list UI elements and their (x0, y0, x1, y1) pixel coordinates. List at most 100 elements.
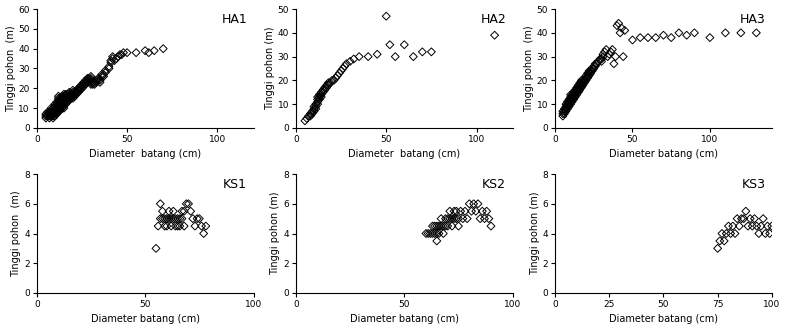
Point (61, 92, 74, 97)
X-axis label: Diameter  batang (cm): Diameter batang (cm) (89, 149, 201, 159)
Point (197, 231, 210, 236)
Point (558, 106, 571, 112)
Point (457, 216, 469, 221)
Point (714, 238, 726, 244)
Point (558, 109, 571, 114)
Point (106, 54, 119, 59)
Point (200, 223, 212, 229)
Point (54, 102, 67, 107)
Point (448, 216, 461, 221)
Point (60, 98, 72, 103)
Y-axis label: Tinggi pohon  (m): Tinggi pohon (m) (524, 25, 534, 112)
Point (566, 99, 578, 104)
Point (564, 99, 577, 104)
Point (563, 102, 575, 107)
Point (673, 30, 685, 35)
Point (729, 231, 741, 236)
Point (422, 231, 435, 236)
Point (442, 216, 454, 221)
Point (313, 92, 325, 97)
Point (46, 115, 59, 121)
Point (759, 231, 772, 236)
Point (105, 58, 117, 63)
Point (185, 209, 197, 214)
Point (158, 216, 171, 221)
Point (307, 106, 320, 112)
Point (306, 111, 318, 116)
Point (432, 223, 445, 229)
Point (688, 30, 700, 35)
Text: HA3: HA3 (740, 13, 766, 26)
Point (321, 85, 333, 90)
Point (315, 92, 328, 97)
Point (117, 50, 130, 55)
Point (163, 209, 175, 214)
Point (371, 51, 384, 57)
Point (157, 46, 170, 51)
Text: HA2: HA2 (480, 13, 506, 26)
Point (485, 223, 498, 229)
Point (416, 49, 428, 54)
Point (561, 102, 574, 107)
Point (586, 68, 598, 74)
Point (70, 88, 83, 93)
Point (167, 216, 180, 221)
Point (746, 223, 758, 229)
Point (331, 73, 343, 78)
Point (560, 109, 572, 114)
Point (442, 223, 454, 229)
Point (70, 92, 83, 97)
Point (439, 216, 452, 221)
Point (578, 78, 591, 83)
Point (763, 231, 776, 236)
Point (171, 216, 184, 221)
Point (718, 238, 730, 244)
Point (116, 52, 128, 57)
Point (463, 201, 476, 207)
Point (598, 49, 611, 54)
Point (160, 223, 173, 229)
Point (81, 78, 94, 83)
Point (322, 82, 335, 88)
X-axis label: Diameter batang (cm): Diameter batang (cm) (350, 314, 459, 324)
Point (64, 94, 77, 99)
Point (165, 216, 178, 221)
Point (54, 98, 67, 103)
Point (99, 68, 112, 73)
Point (340, 61, 353, 66)
Point (611, 23, 623, 28)
Point (139, 48, 152, 53)
Point (56, 102, 68, 107)
Point (67, 94, 79, 99)
Point (49, 108, 61, 113)
Point (112, 54, 124, 59)
Point (189, 223, 201, 229)
Point (68, 94, 81, 99)
Point (431, 231, 443, 236)
Point (83, 76, 95, 81)
X-axis label: Diameter batang (cm): Diameter batang (cm) (90, 314, 200, 324)
Point (110, 56, 123, 61)
Point (85, 78, 97, 83)
Point (54, 100, 67, 105)
Point (560, 102, 572, 107)
Point (96, 74, 108, 79)
X-axis label: Diameter  batang (cm): Diameter batang (cm) (348, 149, 461, 159)
Point (578, 80, 591, 85)
Point (740, 209, 752, 214)
Point (426, 223, 439, 229)
Point (583, 71, 596, 76)
Point (130, 50, 142, 55)
Point (329, 75, 342, 81)
Point (72, 90, 85, 95)
Point (592, 59, 604, 64)
Point (156, 209, 169, 214)
Point (54, 106, 67, 111)
Point (582, 73, 594, 78)
Point (46, 108, 59, 113)
Point (49, 112, 61, 117)
Point (317, 90, 329, 95)
Point (42, 112, 54, 117)
Point (720, 231, 733, 236)
Point (474, 216, 487, 221)
